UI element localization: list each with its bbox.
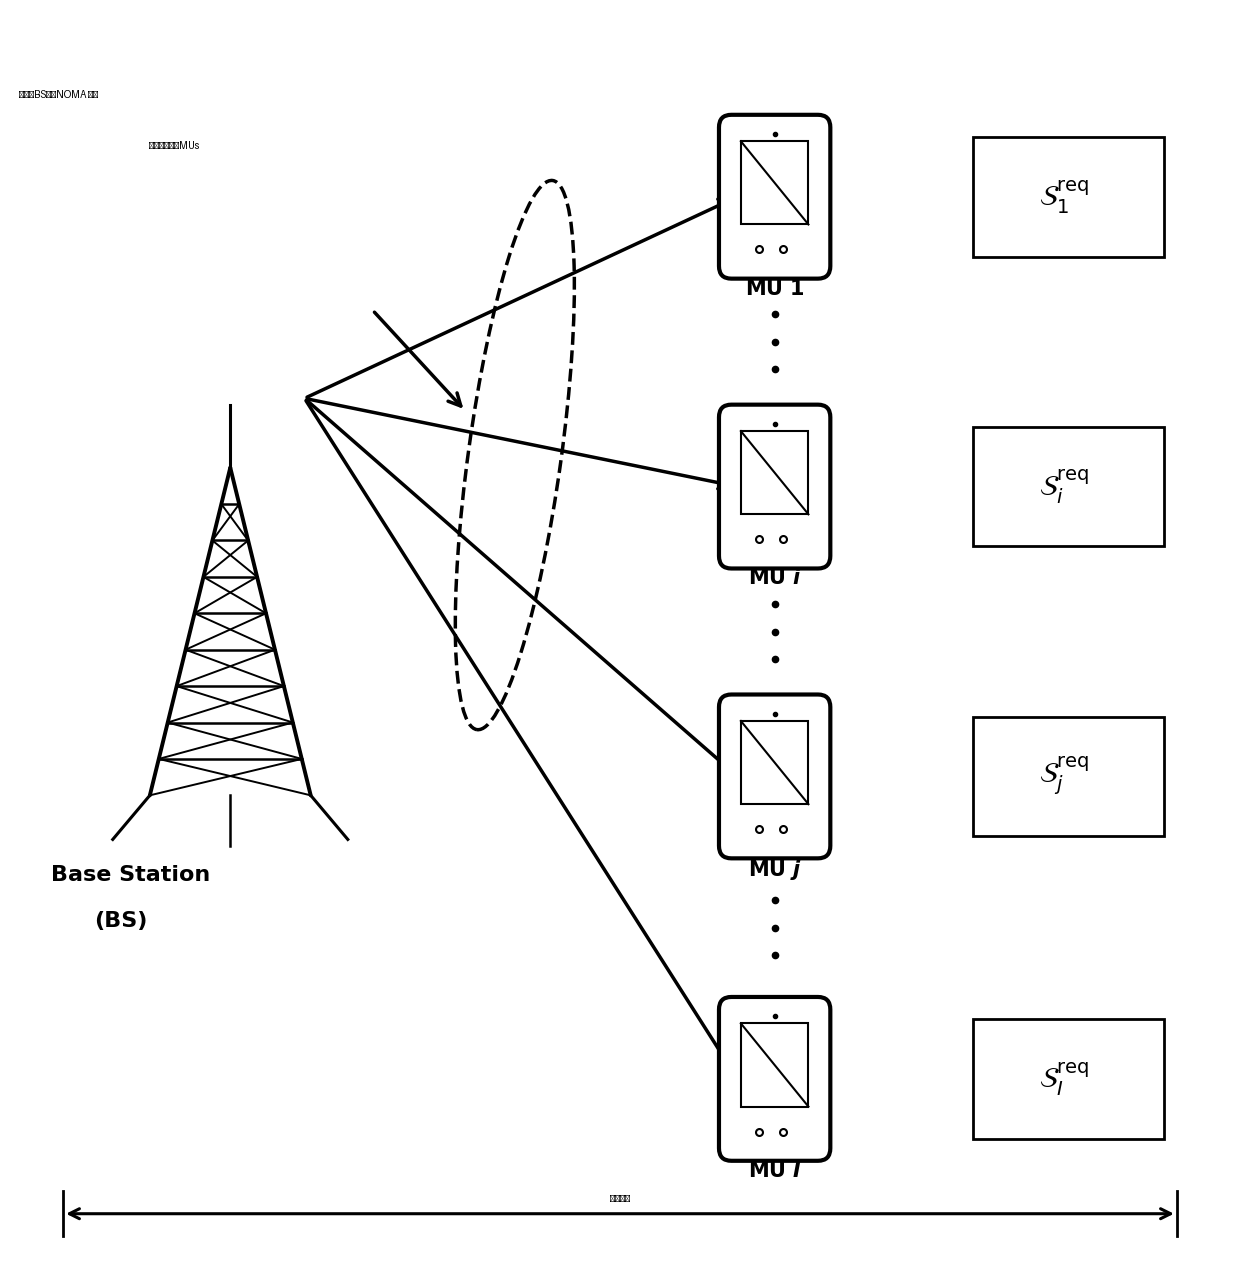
Bar bbox=[740, 1023, 808, 1106]
Text: $\mathcal{S}_{i}^{\mathrm{req}}$: $\mathcal{S}_{i}^{\mathrm{req}}$ bbox=[1039, 467, 1090, 505]
Text: (BS): (BS) bbox=[94, 912, 148, 931]
Text: $\mathbf{MU}\ \boldsymbol{I}$: $\mathbf{MU}\ \boldsymbol{I}$ bbox=[748, 1161, 801, 1181]
Text: $\mathcal{S}_{j}^{\mathrm{req}}$: $\mathcal{S}_{j}^{\mathrm{req}}$ bbox=[1039, 755, 1090, 797]
Text: $\mathcal{S}_{I}^{\mathrm{req}}$: $\mathcal{S}_{I}^{\mathrm{req}}$ bbox=[1039, 1060, 1090, 1098]
Text: $\mathbf{MU}\ \boldsymbol{i}$: $\mathbf{MU}\ \boldsymbol{i}$ bbox=[748, 568, 801, 589]
Bar bbox=[740, 431, 808, 514]
Text: $\mathbf{MU}\ \boldsymbol{j}$: $\mathbf{MU}\ \boldsymbol{j}$ bbox=[748, 859, 801, 883]
FancyBboxPatch shape bbox=[719, 404, 831, 568]
Bar bbox=[740, 721, 808, 805]
Bar bbox=[972, 716, 1164, 836]
Bar bbox=[972, 1019, 1164, 1139]
Text: $\mathbf{MU}\ \mathbf{1}$: $\mathbf{MU}\ \mathbf{1}$ bbox=[745, 279, 805, 298]
FancyBboxPatch shape bbox=[719, 997, 831, 1161]
FancyBboxPatch shape bbox=[719, 695, 831, 859]
Bar bbox=[972, 427, 1164, 547]
FancyBboxPatch shape bbox=[719, 115, 831, 279]
Text: $\mathcal{S}_{1}^{\mathrm{req}}$: $\mathcal{S}_{1}^{\mathrm{req}}$ bbox=[1039, 178, 1090, 216]
Text: Base Station: Base Station bbox=[51, 865, 210, 884]
Bar bbox=[972, 136, 1164, 256]
Bar bbox=[740, 141, 808, 225]
